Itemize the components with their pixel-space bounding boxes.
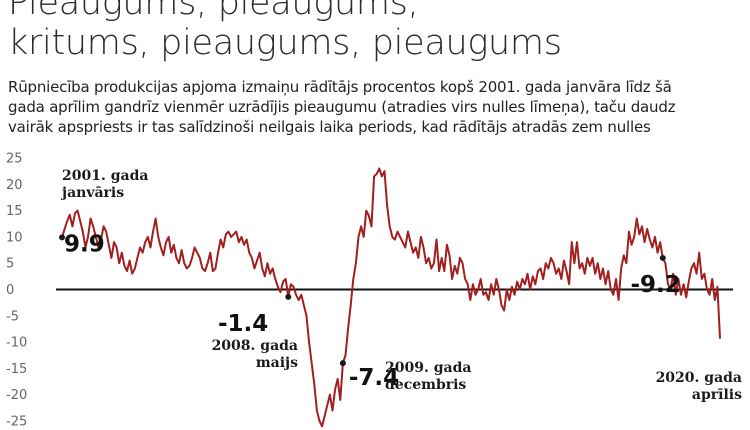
y-axis: 25 20 15 10 5 0 -5 -10 -15 -20 -25 bbox=[6, 152, 27, 430]
y-tick-label: -20 bbox=[6, 388, 27, 403]
chart-title-line-1: Pieaugums, pieaugums, bbox=[8, 0, 419, 23]
annotation-date-line: 2001. gada bbox=[62, 168, 148, 184]
chart-subtitle-line-1: Rūpniecība produkcijas apjoma izmaiņu rā… bbox=[8, 78, 672, 96]
y-tick-label: -5 bbox=[6, 309, 19, 324]
y-tick-label: -10 bbox=[6, 336, 27, 351]
chart-title-line-2: kritums, pieaugums, pieaugums bbox=[8, 23, 562, 63]
annotation-date-line: janvāris bbox=[60, 185, 124, 201]
annotation-value: -9.2 bbox=[630, 272, 680, 298]
y-tick-label: 20 bbox=[6, 178, 23, 193]
annotation-value: 9.9 bbox=[64, 231, 105, 257]
annotation-date-line: aprīlis bbox=[692, 387, 742, 403]
series-line bbox=[61, 167, 721, 428]
chart-subtitle-line-2: gada aprīlim gandrīz vienmēr uzrādījis p… bbox=[8, 98, 676, 116]
y-tick-label: 25 bbox=[6, 152, 23, 167]
series-path bbox=[61, 167, 721, 428]
annotation-date-label: 2008. gada maijs bbox=[212, 338, 299, 371]
annotation-markers bbox=[59, 234, 666, 367]
y-tick-label: 15 bbox=[6, 204, 23, 219]
chart-subtitle: Rūpniecība produkcijas apjoma izmaiņu rā… bbox=[8, 77, 746, 137]
y-tick-label: 0 bbox=[6, 283, 14, 298]
annotation-date-label: 2001. gada janvāris bbox=[60, 168, 148, 201]
annotation-marker bbox=[339, 360, 346, 367]
annotation-marker bbox=[659, 254, 666, 261]
y-tick-label: -15 bbox=[6, 362, 27, 377]
annotation-date-label: 2009. gada decembris bbox=[385, 360, 471, 393]
chart-subtitle-line-3: vairāk apspriests ir tas salīdzinoši nei… bbox=[8, 118, 651, 136]
annotation-date-label: 2020. gada aprīlis bbox=[656, 370, 743, 403]
annotation-date-line: 2020. gada bbox=[656, 370, 742, 386]
y-tick-label: 5 bbox=[6, 257, 14, 272]
annotation-marker bbox=[285, 293, 292, 300]
y-tick-label: -25 bbox=[6, 415, 27, 430]
annotation-marker bbox=[59, 234, 65, 241]
annotation-date-line: 2008. gada bbox=[212, 338, 298, 354]
chart-title: Pieaugums, pieaugums, kritums, pieaugums… bbox=[8, 0, 562, 63]
annotation-date-line: decembris bbox=[385, 377, 466, 393]
annotation-date-line: 2009. gada bbox=[385, 360, 471, 376]
y-tick-label: 10 bbox=[6, 230, 23, 245]
annotation-date-line: maijs bbox=[256, 355, 298, 371]
annotation-value: -7.4 bbox=[349, 365, 399, 391]
annotation-value: -1.4 bbox=[218, 311, 268, 337]
